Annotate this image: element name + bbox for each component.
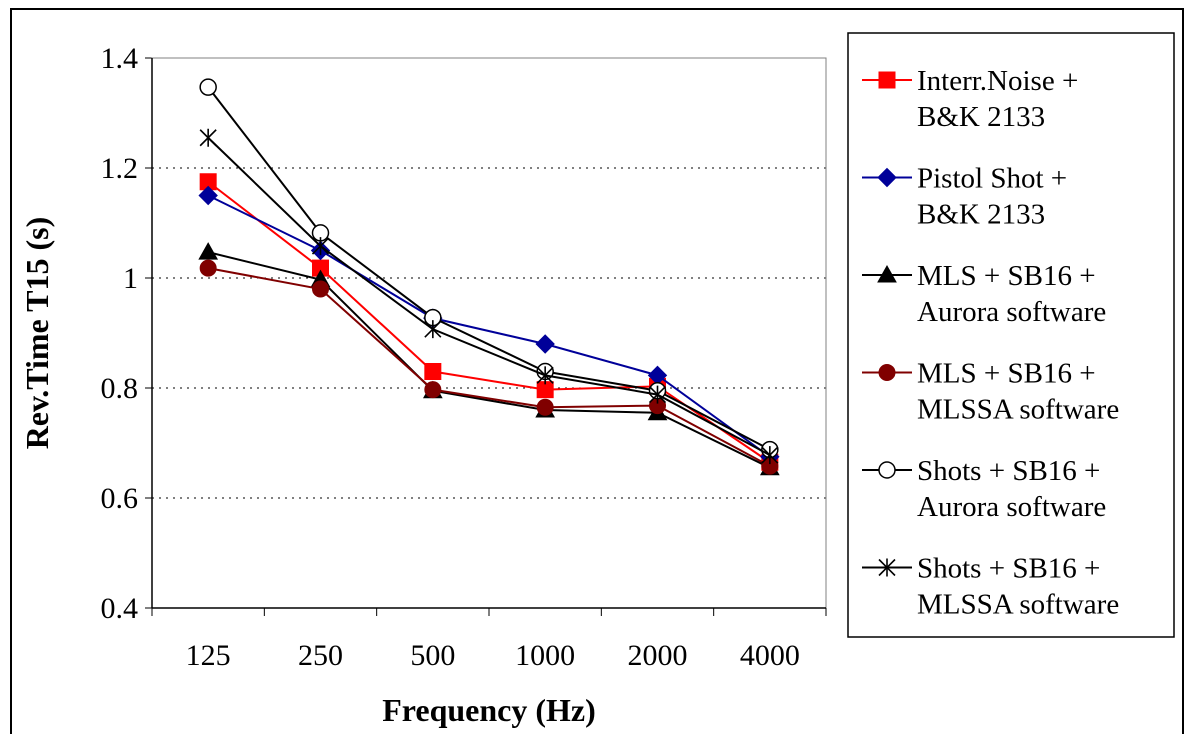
axes [145, 57, 827, 616]
data-point [198, 185, 218, 206]
x-tick-label: 125 [186, 639, 231, 672]
legend-marker [877, 264, 897, 283]
series-6 [199, 128, 779, 465]
data-point [199, 259, 217, 277]
data-point [761, 446, 779, 465]
data-point [536, 398, 554, 416]
y-tick-label: 1.4 [101, 42, 139, 75]
y-tick-label: 0.4 [101, 592, 139, 625]
legend-entry: MLS + SB16 + MLSSA software [862, 358, 1119, 426]
series-line [207, 251, 771, 469]
legend-marker [878, 71, 896, 89]
y-tick-label: 1 [123, 262, 138, 295]
data-point [199, 78, 217, 96]
data-point [424, 320, 442, 339]
legend-label: MLSSA software [917, 394, 1119, 426]
x-tick-label: 2000 [628, 639, 688, 672]
series-line [207, 180, 771, 464]
legend-label: Aurora software [917, 296, 1106, 328]
x-axis-title: Frequency (Hz) [382, 692, 596, 728]
legend-entry: Pistol Shot + B&K 2133 [862, 163, 1067, 231]
legend-entry: Shots + SB16 + Aurora software [862, 455, 1106, 523]
series-line [207, 137, 771, 456]
series-4 [199, 259, 779, 475]
legend-entry: MLS + SB16 + Aurora software [862, 260, 1106, 328]
data-point [198, 242, 219, 260]
y-tick-label: 1.2 [101, 152, 139, 185]
legend-label: MLS + SB16 + [917, 260, 1096, 292]
legend-label: B&K 2133 [917, 101, 1045, 133]
data-point [312, 280, 329, 298]
legend-marker [878, 461, 896, 479]
series-group [198, 78, 780, 476]
legend-label: Shots + SB16 + [917, 455, 1100, 487]
legend-entry: Interr.Noise + B&K 2133 [862, 65, 1078, 133]
legend-marker [877, 167, 897, 188]
legend-marker [878, 558, 896, 577]
tick-labels: 0.4 0.6 0.8 1 1.2 1.4 125 250 500 1000 2000 4000 [101, 42, 800, 672]
legend-label: Pistol Shot + [917, 163, 1067, 195]
legend-label: Shots + SB16 + [917, 553, 1100, 585]
y-axis-title: Rev.Time T15 (s) [19, 217, 55, 450]
y-tick-label: 0.8 [101, 372, 139, 405]
series-line [207, 267, 771, 467]
data-point [311, 237, 330, 256]
legend-label: Aurora software [917, 491, 1106, 523]
legend-label: MLSSA software [917, 589, 1119, 621]
data-point [424, 363, 442, 380]
data-point [648, 385, 667, 404]
data-point [536, 366, 554, 385]
legend-box [847, 32, 1175, 638]
y-tick-label: 0.6 [101, 482, 139, 515]
data-point [424, 381, 442, 399]
x-tick-label: 500 [410, 639, 455, 672]
data-point [535, 334, 555, 354]
data-point [199, 128, 217, 147]
series-line [207, 86, 771, 451]
x-tick-label: 4000 [740, 639, 800, 672]
x-tick-label: 250 [298, 639, 343, 672]
series-line [207, 194, 771, 458]
legend-entry: Shots + SB16 + MLSSA software [862, 553, 1119, 621]
legend: Interr.Noise + B&K 2133 Pistol Shot + B&K 2… [847, 32, 1175, 638]
x-tick-label: 1000 [515, 639, 575, 672]
legend-label: Interr.Noise + [917, 65, 1078, 97]
legend-label: MLS + SB16 + [917, 358, 1096, 390]
legend-label: B&K 2133 [917, 199, 1045, 231]
legend-marker [878, 364, 896, 381]
